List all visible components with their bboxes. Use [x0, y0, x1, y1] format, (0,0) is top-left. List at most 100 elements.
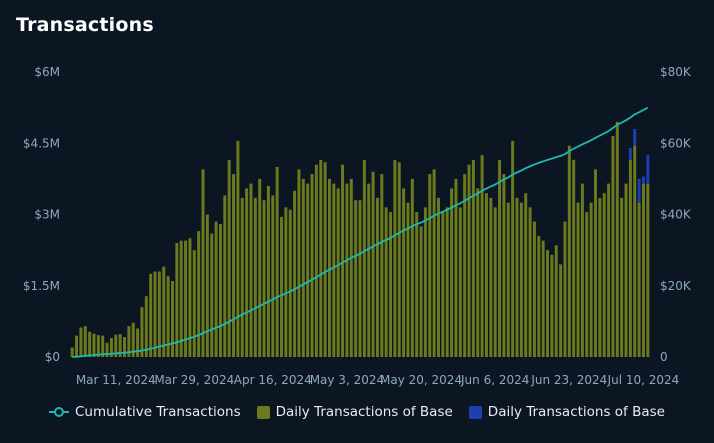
- bar-daily-olive: [266, 186, 270, 357]
- bar-daily-olive: [445, 207, 449, 358]
- bar-daily-olive: [293, 190, 297, 357]
- bar-daily-olive: [576, 202, 580, 358]
- square-icon: [468, 405, 482, 419]
- chart-svg: $0 $1.5M $3M $4.5M $6M 0 $20K $40K $60K $80K Mar 1…: [23, 65, 692, 387]
- bar-daily-olive: [188, 238, 192, 357]
- bar-daily-olive: [607, 183, 611, 357]
- y-right-tick-label: $60K: [660, 136, 692, 150]
- bar-daily-olive: [580, 183, 584, 357]
- bar-daily-olive: [92, 333, 96, 357]
- bar-daily-olive: [528, 207, 532, 358]
- legend-label: Daily Transactions of Base: [275, 404, 453, 420]
- x-tick-label: May 20, 2024: [380, 373, 462, 387]
- bar-daily-olive: [554, 245, 558, 358]
- legend-item[interactable]: Daily Transactions of Base: [256, 404, 453, 420]
- bar-daily-olive: [192, 250, 196, 358]
- bar-daily-olive: [384, 207, 388, 358]
- bar-daily-olive: [118, 334, 122, 357]
- bar-daily-olive: [633, 145, 637, 358]
- bar-daily-olive: [253, 197, 257, 358]
- bar-daily-olive: [288, 209, 292, 357]
- bar-daily-olive: [572, 159, 576, 358]
- bar-daily-olive: [380, 174, 384, 357]
- bar-daily-olive: [175, 243, 179, 357]
- bar-daily-olive: [589, 202, 593, 358]
- bar-daily-olive: [611, 136, 615, 358]
- bar-daily-olive: [476, 188, 480, 358]
- bar-daily-olive: [598, 197, 602, 358]
- legend-item[interactable]: Cumulative Transactions: [49, 404, 241, 420]
- bar-daily-olive: [157, 271, 161, 357]
- bar-daily-olive: [345, 183, 349, 357]
- x-tick-label: May 3, 2024: [310, 373, 384, 387]
- bar-daily-olive: [162, 266, 166, 357]
- bar-daily-olive: [389, 212, 393, 358]
- bar-daily-olive: [362, 159, 366, 358]
- bar-daily-olive: [524, 193, 528, 358]
- bar-daily-olive: [284, 207, 288, 358]
- bar-daily-olive: [375, 197, 379, 358]
- bar-daily-olive: [511, 140, 515, 358]
- bar-daily-olive: [88, 331, 92, 357]
- bar-daily-olive: [419, 226, 423, 358]
- bar-daily-olive: [184, 240, 188, 358]
- bar-daily-olive: [371, 171, 375, 357]
- x-tick-label: Jun 6, 2024: [460, 373, 529, 387]
- bar-daily-olive: [537, 235, 541, 358]
- bar-daily-olive: [179, 240, 183, 358]
- bar-daily-olive: [218, 224, 222, 357]
- legend-label: Daily Transactions of Base: [487, 404, 665, 420]
- bar-daily-olive: [454, 178, 458, 358]
- bar-daily-olive: [127, 326, 131, 358]
- bar-daily-olive: [258, 178, 262, 358]
- bar-daily-olive: [550, 254, 554, 358]
- bar-daily-olive: [205, 214, 209, 357]
- bar-daily-olive: [397, 162, 401, 357]
- bar-daily-olive: [327, 178, 331, 358]
- bar-daily-olive: [101, 335, 105, 358]
- bar-daily-olive: [280, 216, 283, 358]
- bar-daily-olive: [594, 169, 597, 358]
- legend-item[interactable]: Daily Transactions of Base: [468, 404, 665, 420]
- bar-daily-olive: [336, 188, 340, 358]
- bar-daily-olive: [563, 221, 567, 358]
- y-right-tick-label: $20K: [660, 279, 692, 293]
- bar-daily-olive: [502, 174, 506, 357]
- bar-daily-olive: [423, 207, 427, 358]
- bar-daily-olive: [319, 159, 323, 358]
- x-tick-label: Jun 23, 2024: [530, 373, 607, 387]
- y-right-tick-label: $80K: [660, 65, 692, 79]
- x-tick-label: Apr 16, 2024: [234, 373, 312, 387]
- bar-daily-olive: [489, 197, 493, 358]
- x-tick-label: Mar 29, 2024: [154, 373, 234, 387]
- y-left-tick-label: $4.5M: [23, 136, 60, 150]
- bar-daily-olive: [628, 159, 632, 358]
- bar-daily-olive: [624, 183, 628, 357]
- bar-daily-olive: [306, 183, 310, 357]
- bar-daily-olive: [441, 212, 445, 358]
- bar-daily-olive: [349, 178, 353, 358]
- bar-daily-blue: [628, 148, 632, 160]
- line-circle-icon: [49, 407, 69, 417]
- bar-daily-olive: [214, 221, 218, 358]
- bar-daily-olive: [201, 169, 205, 358]
- x-tick-label: Jul 10, 2024: [607, 373, 680, 387]
- bar-daily-olive: [402, 188, 406, 358]
- square-icon: [256, 405, 270, 419]
- bar-daily-olive: [166, 276, 170, 357]
- bar-daily-olive: [79, 327, 83, 357]
- bar-daily-olive: [96, 335, 100, 357]
- bar-daily-olive: [227, 159, 231, 358]
- bar-daily-olive: [498, 159, 502, 358]
- bar-daily-olive: [314, 164, 318, 358]
- bar-daily-olive: [323, 162, 327, 357]
- y-left-tick-label: $1.5M: [23, 279, 60, 293]
- bar-daily-blue: [637, 178, 641, 203]
- bar-daily-olive: [354, 200, 358, 357]
- bar-daily-olive: [410, 178, 414, 358]
- bar-daily-olive: [567, 145, 571, 358]
- bar-daily-olive: [262, 200, 266, 357]
- bar-daily-olive: [532, 221, 536, 358]
- bar-daily-olive: [546, 250, 550, 358]
- bar-daily-olive: [153, 271, 157, 357]
